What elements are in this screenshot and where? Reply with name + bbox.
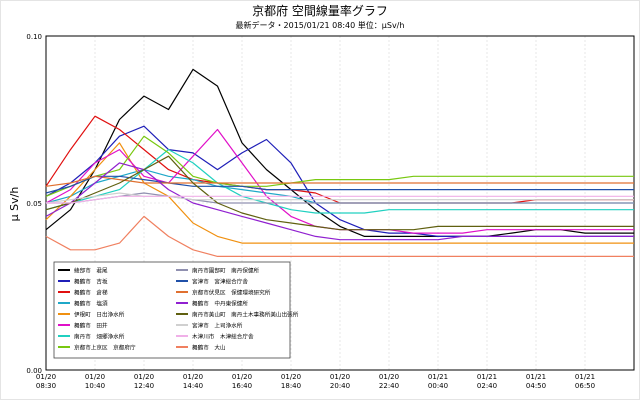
y-tick-label: 0.05 (26, 200, 42, 208)
legend-label: 木津川市 木津総合庁舎 (192, 333, 254, 341)
legend-label: 舞鶴市 大山 (192, 344, 226, 352)
x-tick-time: 06:50 (575, 382, 595, 390)
chart-subtitle: 最新データ・2015/01/21 08:40 単位：μSv/h (236, 20, 405, 30)
legend-label: 伊根町 日出浄水所 (74, 311, 125, 319)
legend-label: 南丹市美山町 南丹土木事務所美山出張所 (192, 311, 299, 319)
legend-label: 舞鶴市 倉梯 (74, 289, 108, 297)
series-line (45, 155, 634, 231)
series-line (46, 195, 634, 204)
legend-label: 宮津市 上司浄水所 (192, 322, 243, 330)
x-tick-date: 01/20 (134, 373, 154, 381)
chart-title: 京都府 空間線量率グラフ (252, 3, 388, 18)
x-tick-date: 01/20 (330, 373, 350, 381)
legend-label: 京都市上京区 京都府庁 (74, 344, 136, 352)
x-tick-date: 01/21 (428, 373, 448, 381)
legend-label: 舞鶴市 田井 (74, 322, 108, 330)
legend-label: 京都市伏見区 保健環境研究所 (192, 289, 271, 297)
x-tick-time: 00:40 (428, 382, 448, 390)
x-tick-date: 01/20 (36, 373, 56, 381)
x-tick-time: 20:40 (330, 382, 350, 390)
x-tick-date: 01/21 (526, 373, 546, 381)
series-line (45, 175, 634, 187)
y-tick-label: 0.00 (26, 367, 42, 375)
legend-box (53, 261, 291, 359)
legend-label: 舞鶴市 中丹東保健所 (192, 300, 248, 308)
x-tick-date: 01/20 (183, 373, 203, 381)
x-tick-time: 08:30 (36, 382, 56, 390)
legend-label: 南丹市 畑郷浄水所 (74, 333, 125, 341)
legend-label: 舞鶴市 吉坂 (74, 278, 108, 286)
legend-label: 宮津市 宮津総合庁舎 (192, 278, 248, 286)
legend-label: 舞鶴市 塩須 (74, 300, 108, 308)
x-tick-date: 01/20 (281, 373, 301, 381)
x-tick-time: 22:40 (379, 382, 399, 390)
legend-label: 南丹市園部町 南丹保健所 (192, 267, 260, 275)
y-tick-labels: 0.00 0.05 0.10 (26, 33, 42, 375)
x-tick-time: 14:40 (183, 382, 203, 390)
x-tick-date: 01/20 (232, 373, 252, 381)
x-tick-date: 01/20 (85, 373, 105, 381)
legend-label: 綾部市 君尾 (74, 267, 108, 275)
series-line (45, 175, 634, 194)
x-tick-date: 01/20 (379, 373, 399, 381)
y-tick-label: 0.10 (26, 33, 42, 41)
series-line (45, 135, 634, 197)
x-tick-labels: 01/2008:3001/2010:4001/2012:4001/2014:40… (36, 373, 595, 390)
y-axis-label: μ Sv/h (8, 187, 21, 222)
x-tick-time: 16:40 (232, 382, 252, 390)
x-tick-time: 18:40 (281, 382, 301, 390)
series-line (46, 192, 634, 204)
series-line (45, 215, 634, 257)
x-tick-time: 10:40 (85, 382, 105, 390)
x-tick-date: 01/21 (477, 373, 497, 381)
x-tick-time: 04:50 (526, 382, 546, 390)
x-tick-time: 12:40 (134, 382, 154, 390)
x-tick-time: 02:40 (477, 382, 497, 390)
x-tick-date: 01/21 (575, 373, 595, 381)
series-lines (45, 68, 634, 257)
